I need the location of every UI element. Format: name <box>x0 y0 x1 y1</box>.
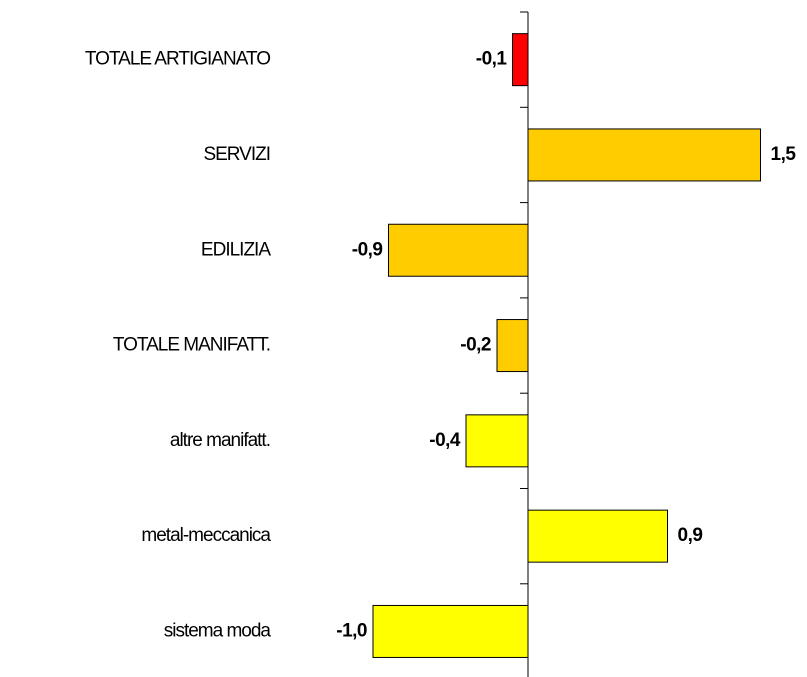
data-label: 0,9 <box>678 525 703 546</box>
category-label: altre manifatt. <box>170 430 270 451</box>
data-label: -0,9 <box>352 239 383 260</box>
bar <box>465 414 529 468</box>
data-label: -0,1 <box>476 49 508 70</box>
bar <box>388 223 529 277</box>
category-label: TOTALE ARTIGIANATO <box>85 49 270 70</box>
category-label: EDILIZIA <box>201 239 271 260</box>
category-label: TOTALE MANIFATT. <box>113 335 270 356</box>
data-label: -1,0 <box>336 620 367 641</box>
bar <box>527 128 761 182</box>
bar <box>496 319 529 373</box>
category-label: SERVIZI <box>203 144 270 165</box>
category-label: metal-meccanica <box>141 525 271 546</box>
bar <box>527 509 668 563</box>
category-label: sistema moda <box>164 620 272 641</box>
data-label: -0,4 <box>429 430 461 451</box>
data-label: -0,2 <box>460 335 491 356</box>
bar <box>372 604 529 658</box>
bar <box>512 33 529 87</box>
data-label: 1,5 <box>771 144 797 165</box>
